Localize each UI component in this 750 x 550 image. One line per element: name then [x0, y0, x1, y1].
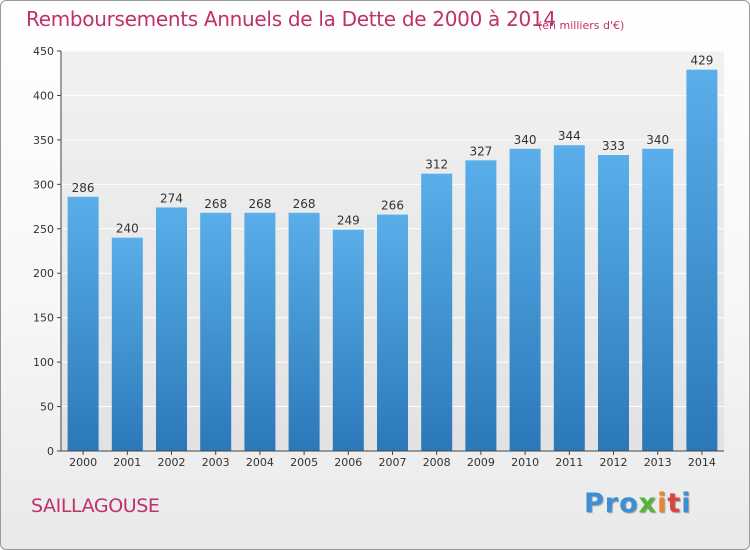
bar-value-label: 249 [337, 214, 360, 228]
logo-part-4: t [667, 488, 682, 519]
x-tick-label: 2005 [290, 456, 318, 469]
bar-2001 [111, 237, 143, 451]
bar-2014 [686, 69, 718, 452]
y-tick-label: 100 [33, 356, 54, 369]
bar-value-label: 268 [248, 197, 271, 211]
bar-value-label: 268 [204, 197, 227, 211]
logo-part-1: Pro [584, 488, 639, 519]
x-tick-label: 2003 [202, 456, 230, 469]
bar-2003 [200, 212, 232, 451]
bar-2007 [377, 214, 408, 451]
axes: 0 50 100 150 200 250 300 350 400 450 2000 2001 2002 2… [33, 45, 724, 469]
bar-value-label: 340 [514, 133, 537, 147]
bar-2012 [598, 155, 629, 451]
bar-2004 [244, 212, 276, 451]
city-name: SAILLAGOUSE [31, 495, 160, 517]
y-tick-label: 200 [33, 267, 54, 280]
x-tick-label: 2004 [246, 456, 274, 469]
bar-value-label: 274 [160, 191, 183, 205]
x-tick-label: 2002 [158, 456, 186, 469]
logo-part-2: x [638, 488, 658, 519]
bar-value-label: 286 [72, 181, 95, 195]
bar-2013 [642, 148, 674, 451]
bar-2006 [332, 229, 364, 451]
y-tick-label: 350 [33, 134, 54, 147]
bars: 286 240 274 268 268 268 249 266 312 327 340 344 333 3… [67, 54, 718, 452]
y-tick-label: 0 [47, 445, 54, 458]
logo-part-5: i [681, 488, 692, 519]
x-tick-label: 2006 [334, 456, 362, 469]
logo-part-3: i [657, 488, 668, 519]
x-tick-label: 2008 [423, 456, 451, 469]
x-tick-label: 2012 [600, 456, 628, 469]
bar-2008 [421, 173, 453, 451]
bar-value-label: 333 [602, 139, 625, 153]
y-tick-label: 300 [33, 178, 54, 191]
y-tick-label: 50 [40, 401, 54, 414]
bar-value-label: 429 [690, 54, 713, 68]
bar-value-label: 327 [469, 144, 492, 158]
x-tick-label: 2014 [688, 456, 716, 469]
bar-2010 [509, 148, 541, 451]
bar-value-label: 266 [381, 199, 404, 213]
y-tick-label: 450 [33, 45, 54, 58]
y-tick-label: 150 [33, 312, 54, 325]
x-tick-label: 2000 [69, 456, 97, 469]
x-tick-label: 2007 [379, 456, 407, 469]
x-tick-label: 2001 [113, 456, 141, 469]
bar-2005 [288, 212, 320, 451]
bar-value-label: 240 [116, 222, 139, 236]
proxiti-logo[interactable]: Proxiti [584, 488, 692, 519]
x-tick-label: 2010 [511, 456, 539, 469]
bar-value-label: 344 [558, 129, 581, 143]
x-tick-label: 2009 [467, 456, 495, 469]
bar-value-label: 312 [425, 158, 448, 172]
x-tick-label: 2011 [555, 456, 583, 469]
chart-title: Remboursements Annuels de la Dette de 20… [26, 7, 556, 31]
chart-unit: (en milliers d'€) [538, 19, 625, 32]
bar-value-label: 340 [646, 133, 669, 147]
bar-2009 [465, 160, 497, 452]
bar-2011 [553, 145, 585, 451]
bar-value-label: 268 [293, 197, 316, 211]
y-tick-label: 400 [33, 89, 54, 102]
y-tick-label: 250 [33, 223, 54, 236]
bar-2002 [156, 207, 187, 451]
bar-2000 [67, 196, 99, 451]
x-tick-label: 2013 [644, 456, 672, 469]
